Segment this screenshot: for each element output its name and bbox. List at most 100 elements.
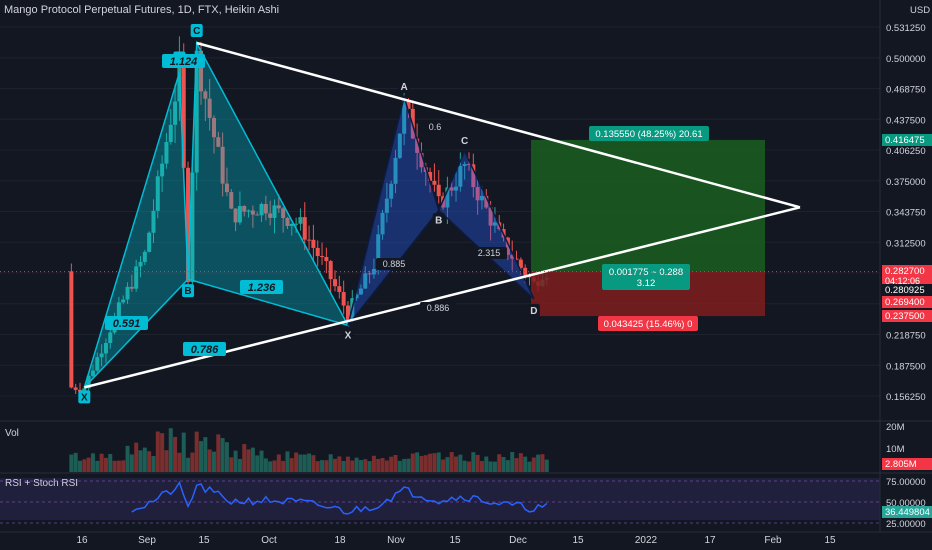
- candle-body: [345, 305, 350, 320]
- volume-bar: [168, 428, 173, 472]
- position-target-zone: [531, 139, 765, 272]
- volume-bar: [471, 452, 476, 472]
- volume-bar: [492, 461, 497, 472]
- candle-body: [125, 286, 130, 300]
- price-badge: [882, 265, 932, 287]
- volume-bar: [108, 454, 113, 472]
- candle-body: [389, 183, 394, 199]
- candle-body: [246, 210, 251, 212]
- candle-body: [341, 292, 346, 306]
- time-tick-label: 18: [334, 535, 346, 546]
- currency-label: USD: [910, 5, 930, 16]
- volume-bar: [337, 456, 342, 472]
- volume-bar: [341, 460, 346, 472]
- pattern-point-label: C: [461, 136, 468, 147]
- volume-bar: [272, 460, 277, 472]
- candle-body: [523, 267, 528, 276]
- candle-body: [250, 210, 255, 215]
- volume-bar: [536, 454, 541, 472]
- candle-body: [95, 357, 100, 371]
- volume-bar: [523, 456, 528, 472]
- ratio-label-box: [240, 280, 283, 294]
- candle-body: [320, 256, 325, 258]
- candle-body: [454, 186, 459, 191]
- price-tick-label: 0.218750: [886, 331, 926, 342]
- ratio-label: 0.786: [191, 344, 219, 356]
- time-tick-label: 2022: [635, 535, 658, 546]
- volume-bar: [233, 450, 238, 472]
- candle-body: [276, 205, 281, 209]
- volume-bar: [160, 433, 165, 472]
- volume-bar: [328, 454, 333, 472]
- candle-body: [151, 210, 156, 233]
- candle-body: [324, 256, 329, 262]
- volume-bar: [324, 460, 329, 472]
- volume-bar: [177, 452, 182, 472]
- candle-body: [393, 157, 398, 184]
- volume-bar: [514, 458, 519, 472]
- candle-body: [121, 299, 126, 303]
- price-badge: [882, 296, 932, 308]
- rsi-line: [131, 480, 548, 515]
- volume-bar: [142, 447, 147, 472]
- volume-bar: [376, 458, 381, 472]
- candle-body: [116, 302, 121, 317]
- price-tick-label: 0.406250: [886, 146, 926, 157]
- trendline: [84, 206, 801, 389]
- candle-body: [134, 266, 139, 289]
- volume-bar: [428, 453, 433, 472]
- candle-body: [298, 217, 303, 224]
- volume-bar: [281, 460, 286, 472]
- price-tick-label: 0.531250: [886, 23, 926, 34]
- time-tick-label: 15: [824, 535, 836, 546]
- pattern1-triangle-xab: [83, 72, 189, 388]
- volume-bar: [190, 452, 195, 472]
- position-stop-label: 0.043425 (15.46%) 0: [604, 319, 693, 330]
- pattern-point-badge: [432, 213, 445, 227]
- volume-bar: [311, 455, 316, 472]
- volume-bar: [510, 452, 515, 472]
- candle-body: [138, 261, 143, 267]
- volume-bar: [95, 460, 100, 472]
- volume-bar: [207, 449, 212, 472]
- volume-bar: [540, 454, 545, 472]
- candle-body: [402, 100, 407, 134]
- pattern-point-badge: [190, 23, 203, 37]
- price-badge-label: 0.280925: [885, 285, 925, 296]
- volume-bar: [103, 457, 108, 472]
- volume-bar: [380, 457, 385, 472]
- volume-bar: [367, 461, 372, 472]
- volume-bar: [406, 458, 411, 472]
- candle-body: [445, 187, 450, 208]
- volume-bar: [276, 454, 281, 472]
- candle-body: [99, 353, 104, 358]
- price-tick-label: 0.187500: [886, 361, 926, 372]
- pattern-point-badge: [341, 328, 354, 342]
- volume-bar: [449, 452, 454, 472]
- candle-body: [488, 207, 493, 226]
- volume-bar: [121, 460, 126, 472]
- time-tick-label: 15: [449, 535, 461, 546]
- volume-bar: [259, 450, 264, 472]
- volume-bar: [246, 449, 251, 472]
- candle-body: [168, 124, 173, 142]
- volume-pane-label: Vol: [5, 428, 19, 439]
- time-tick-label: Nov: [387, 535, 405, 546]
- pattern1-triangle-bcx: [187, 40, 350, 327]
- ratio-label: 1.124: [170, 56, 198, 68]
- rsi-tick-label: 50.00000: [886, 498, 926, 509]
- pattern-point-label: C: [193, 26, 200, 37]
- candle-body: [229, 192, 234, 209]
- candle-body: [484, 195, 489, 208]
- volume-bar: [350, 460, 355, 472]
- candle-body: [505, 237, 510, 255]
- candle-body: [462, 164, 467, 166]
- ratio-label: 0.591: [113, 318, 141, 330]
- candle-body: [255, 214, 260, 216]
- time-tick-label: 15: [572, 535, 584, 546]
- candle-body: [259, 204, 264, 216]
- candle-body: [90, 370, 95, 376]
- candle-body: [518, 259, 523, 268]
- ratio-label: 0.886: [427, 303, 450, 313]
